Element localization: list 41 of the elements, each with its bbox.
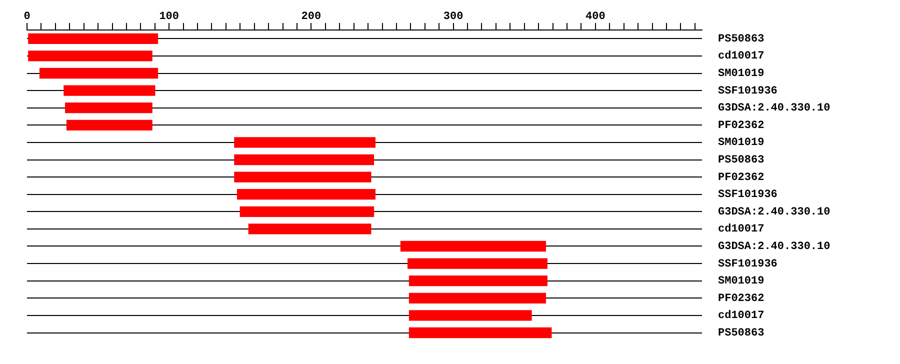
bar [28, 33, 158, 44]
bar [28, 50, 152, 62]
bar [234, 172, 372, 182]
bar [408, 310, 532, 321]
x-tick-label: 100 [159, 11, 180, 24]
x-tick-label: 400 [586, 11, 606, 24]
y-tick-label: cd10017 [718, 50, 764, 63]
x-tick-label: 0 [24, 11, 30, 24]
bar [408, 258, 548, 269]
bar [240, 206, 374, 217]
y-tick-label: PS50863 [718, 33, 765, 46]
y-tick-label: SM01019 [718, 68, 764, 80]
bar [66, 120, 152, 130]
y-tick-label: G3DSA:2.40.330.10 [718, 241, 830, 254]
y-tick-label: cd10017 [718, 310, 764, 322]
bar [408, 327, 552, 338]
bar [236, 189, 376, 200]
y-tick-label: PF02362 [718, 172, 764, 184]
bar [234, 137, 376, 148]
y-tick-label: SSF101936 [718, 258, 778, 270]
y-tick-label: PF02362 [718, 120, 764, 132]
y-tick-label: SM01019 [718, 137, 764, 150]
x-tick-label: 200 [301, 11, 322, 24]
y-tick-label: SSF101936 [718, 189, 778, 202]
bar [234, 154, 374, 166]
bar [65, 102, 152, 114]
y-tick-label: PF02362 [718, 292, 764, 305]
y-tick-label: cd10017 [718, 224, 764, 236]
x-tick-label: 300 [443, 11, 464, 24]
bar [400, 240, 546, 252]
y-tick-label: SSF101936 [718, 85, 778, 98]
bar [64, 85, 156, 96]
bar [248, 224, 372, 234]
y-tick-label: G3DSA:2.40.330.10 [718, 206, 830, 218]
y-tick-label: G3DSA:2.40.330.10 [718, 102, 830, 115]
bar [408, 276, 548, 286]
y-tick-label: SM01019 [718, 276, 764, 288]
y-tick-label: PS50863 [718, 328, 765, 340]
y-tick-label: PS50863 [718, 154, 765, 167]
bar [39, 68, 158, 79]
bar [408, 292, 546, 304]
